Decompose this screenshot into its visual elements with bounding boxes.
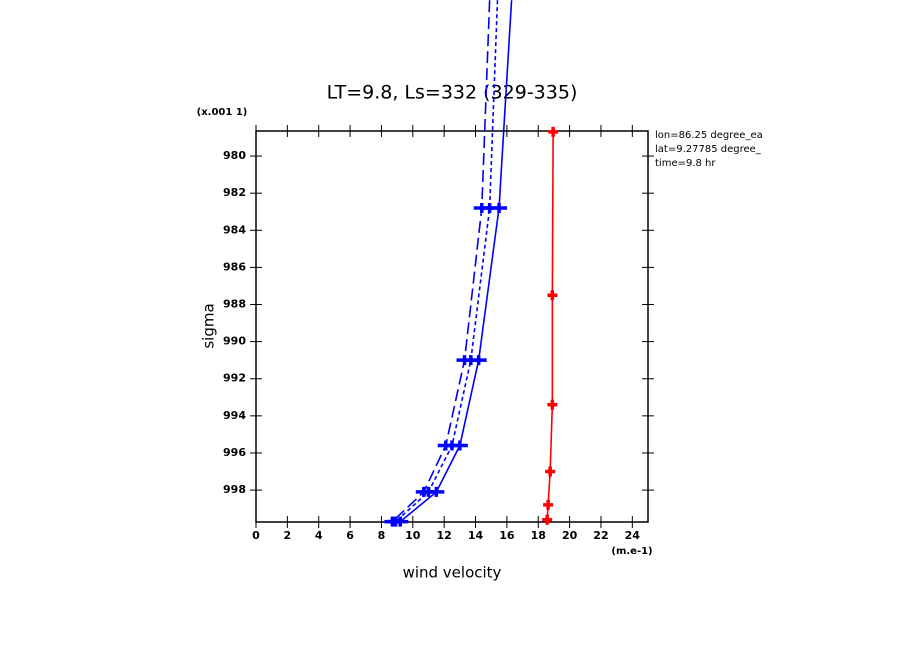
point-marker — [415, 486, 432, 497]
series-line — [399, 0, 513, 523]
x-units: (m.e-1) — [611, 546, 652, 557]
point-marker — [384, 516, 401, 527]
x-tick-label: 0 — [252, 529, 260, 542]
point-marker — [547, 290, 558, 301]
x-axis-label: wind velocity — [403, 564, 502, 582]
annotations: lon=86.25 degree_ea lat=9.27785 degree_ … — [655, 130, 763, 169]
y-tick-label: 994 — [223, 409, 246, 422]
y-tick-label: 986 — [223, 260, 246, 273]
y-tick-label: 998 — [223, 483, 246, 496]
x-tick-label: 24 — [625, 529, 641, 542]
x-tick-label: 16 — [499, 529, 515, 542]
x-tick-label: 2 — [284, 529, 292, 542]
x-tick-label: 12 — [437, 529, 452, 542]
y-axis-label: sigma — [200, 303, 218, 348]
point-marker — [548, 126, 559, 137]
annotation: time=9.8 hr — [655, 158, 716, 169]
series-line — [391, 0, 491, 523]
annotation: lon=86.25 degree_ea — [655, 130, 763, 141]
point-marker — [543, 499, 554, 510]
point-marker — [545, 466, 556, 477]
y-units: (x.001 1) — [197, 107, 248, 118]
y-tick-label: 992 — [223, 372, 246, 385]
x-tick-label: 8 — [378, 529, 386, 542]
plot-frame — [255, 130, 649, 523]
y-tick-label: 988 — [223, 298, 246, 311]
x-tick-label: 20 — [562, 529, 578, 542]
point-marker — [547, 399, 558, 410]
y-tick-label: 980 — [223, 149, 246, 162]
point-marker — [542, 514, 553, 525]
chart-title: LT=9.8, Ls=332 (329-335) — [327, 82, 578, 104]
y-tick-label: 990 — [223, 335, 246, 348]
x-tick-label: 22 — [593, 529, 608, 542]
x-tick-label: 10 — [405, 529, 421, 542]
x-tick-label: 4 — [315, 529, 323, 542]
point-marker — [473, 203, 490, 214]
x-tick-label: 18 — [531, 529, 546, 542]
point-marker — [456, 355, 473, 366]
x-tick-label: 14 — [468, 529, 484, 542]
y-tick-label: 996 — [223, 446, 246, 459]
y-tick-label: 984 — [223, 223, 246, 236]
annotation: lat=9.27785 degree_ — [655, 144, 762, 155]
point-marker — [437, 440, 454, 451]
y-tick-label: 982 — [223, 186, 246, 199]
x-tick-label: 6 — [346, 529, 354, 542]
